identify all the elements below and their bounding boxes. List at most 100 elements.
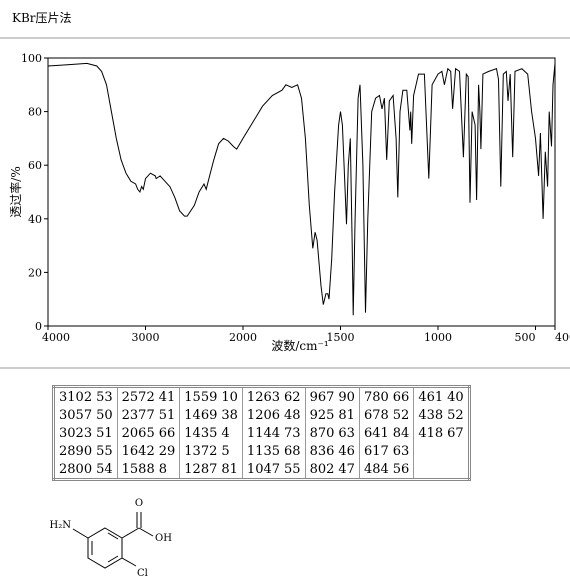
table-cell: 1263 62 (241, 386, 306, 406)
y-tick-label: 20 (28, 266, 42, 279)
table-cell: 678 52 (358, 406, 414, 424)
ring (87, 527, 123, 569)
wavenumber: 2377 (121, 407, 155, 423)
wavenumber: 1287 (184, 461, 218, 477)
bond (107, 532, 119, 540)
peak-table: 3102 53 2572 41 1559 10 1263 62 967 90 780 66 461 40 3… (52, 385, 471, 481)
wavenumber: 1135 (246, 443, 281, 459)
table-cell: 1144 73 (241, 424, 306, 442)
table-cell: 1642 29 (116, 442, 180, 460)
wavenumber: 484 (363, 461, 389, 477)
table-cell: 3023 51 (53, 424, 118, 442)
wavenumber: 3102 (59, 389, 93, 405)
table-cell: 870 63 (304, 424, 360, 442)
wavenumber: 870 (309, 425, 335, 441)
transmittance: 73 (284, 425, 301, 441)
transmittance: 55 (96, 443, 113, 459)
table-cell: 925 81 (304, 406, 360, 424)
transmittance: 54 (96, 461, 113, 477)
transmittance: 51 (96, 425, 113, 441)
transmittance: 81 (221, 461, 238, 477)
table-cell (413, 442, 470, 460)
wavenumber: 1588 (121, 461, 155, 477)
wavenumber: 1047 (246, 461, 281, 477)
table-cell: 2800 54 (53, 460, 118, 480)
transmittance: 84 (392, 425, 410, 441)
transmittance: 68 (284, 443, 301, 459)
transmittance: 46 (338, 443, 355, 459)
transmittance: 62 (284, 389, 301, 405)
table-cell: 1588 8 (116, 460, 180, 480)
transmittance: 66 (158, 425, 176, 441)
transmittance: 8 (158, 461, 168, 477)
wavenumber: 418 (418, 425, 444, 441)
y-tick-label: 40 (28, 213, 42, 226)
wavenumber: 461 (418, 389, 444, 405)
table-row: 2890 55 1642 29 1372 5 1135 68 836 46 617 63 (53, 442, 470, 460)
table-cell: 2890 55 (53, 442, 118, 460)
atom-label: H₂N (50, 520, 72, 531)
bond (107, 555, 119, 563)
transmittance: 50 (96, 407, 113, 423)
table-cell (413, 460, 470, 480)
bond (138, 527, 154, 537)
transmittance: 4 (221, 425, 230, 441)
y-tick-label: 0 (35, 320, 42, 333)
table-cell: 802 47 (304, 460, 360, 480)
transmittance: 41 (158, 389, 176, 405)
transmittance: 52 (447, 407, 464, 423)
wavenumber: 2890 (59, 443, 93, 459)
table-cell: 1372 5 (179, 442, 243, 460)
bond (121, 557, 137, 567)
table-cell: 2065 66 (116, 424, 180, 442)
wavenumber: 678 (363, 407, 389, 423)
table-row: 3102 53 2572 41 1559 10 1263 62 967 90 780 66 461 40 (53, 386, 470, 406)
wavenumber: 1372 (184, 443, 218, 459)
transmittance: 38 (221, 407, 238, 423)
atom-label: O (135, 498, 143, 509)
table-cell: 780 66 (358, 386, 414, 406)
wavenumber: 1642 (121, 443, 155, 459)
table-cell: 418 67 (413, 424, 470, 442)
transmittance: 29 (158, 443, 176, 459)
wavenumber: 641 (363, 425, 389, 441)
table-cell: 1559 10 (179, 386, 243, 406)
atom-label: OH (155, 533, 172, 544)
x-tick-label: 500 (515, 331, 536, 344)
table-row: 3057 50 2377 51 1469 38 1206 48 925 81 678 52 438 52 (53, 406, 470, 424)
wavenumber: 1144 (246, 425, 281, 441)
table-cell: 967 90 (304, 386, 360, 406)
table-row: 3023 51 2065 66 1435 4 1144 73 870 63 641 84 418 67 (53, 424, 470, 442)
bond (72, 528, 89, 539)
table-cell: 1135 68 (241, 442, 306, 460)
wavenumber: 2800 (59, 461, 93, 477)
transmittance: 48 (284, 407, 301, 423)
x-tick-label: 1000 (424, 331, 452, 344)
table-cell: 1206 48 (241, 406, 306, 424)
wavenumber: 967 (309, 389, 335, 405)
wavenumber: 925 (309, 407, 335, 423)
wavenumber: 2572 (121, 389, 155, 405)
table-row: 2800 54 1588 8 1287 81 1047 55 802 47 484 56 (53, 460, 470, 480)
table-cell: 461 40 (413, 386, 470, 406)
wavenumber: 617 (363, 443, 389, 459)
plot-frame (47, 57, 556, 327)
y-axis-label: 透过率/% (8, 166, 23, 217)
wavenumber: 3023 (59, 425, 93, 441)
wavenumber: 802 (309, 461, 335, 477)
table-cell: 3057 50 (53, 406, 118, 424)
table-cell: 484 56 (358, 460, 414, 480)
x-axis-label: 波数/cm⁻¹ (271, 338, 328, 353)
transmittance: 55 (284, 461, 301, 477)
transmittance: 40 (447, 389, 464, 405)
x-tick-label: 4000 (42, 331, 70, 344)
y-tick-label: 100 (21, 52, 42, 65)
transmittance: 90 (338, 389, 355, 405)
x-tick-label: 2000 (229, 331, 257, 344)
molecule (72, 512, 154, 569)
wavenumber: 2065 (121, 425, 155, 441)
transmittance: 52 (392, 407, 410, 423)
atom-label: Cl (137, 568, 148, 579)
table-cell: 617 63 (358, 442, 414, 460)
